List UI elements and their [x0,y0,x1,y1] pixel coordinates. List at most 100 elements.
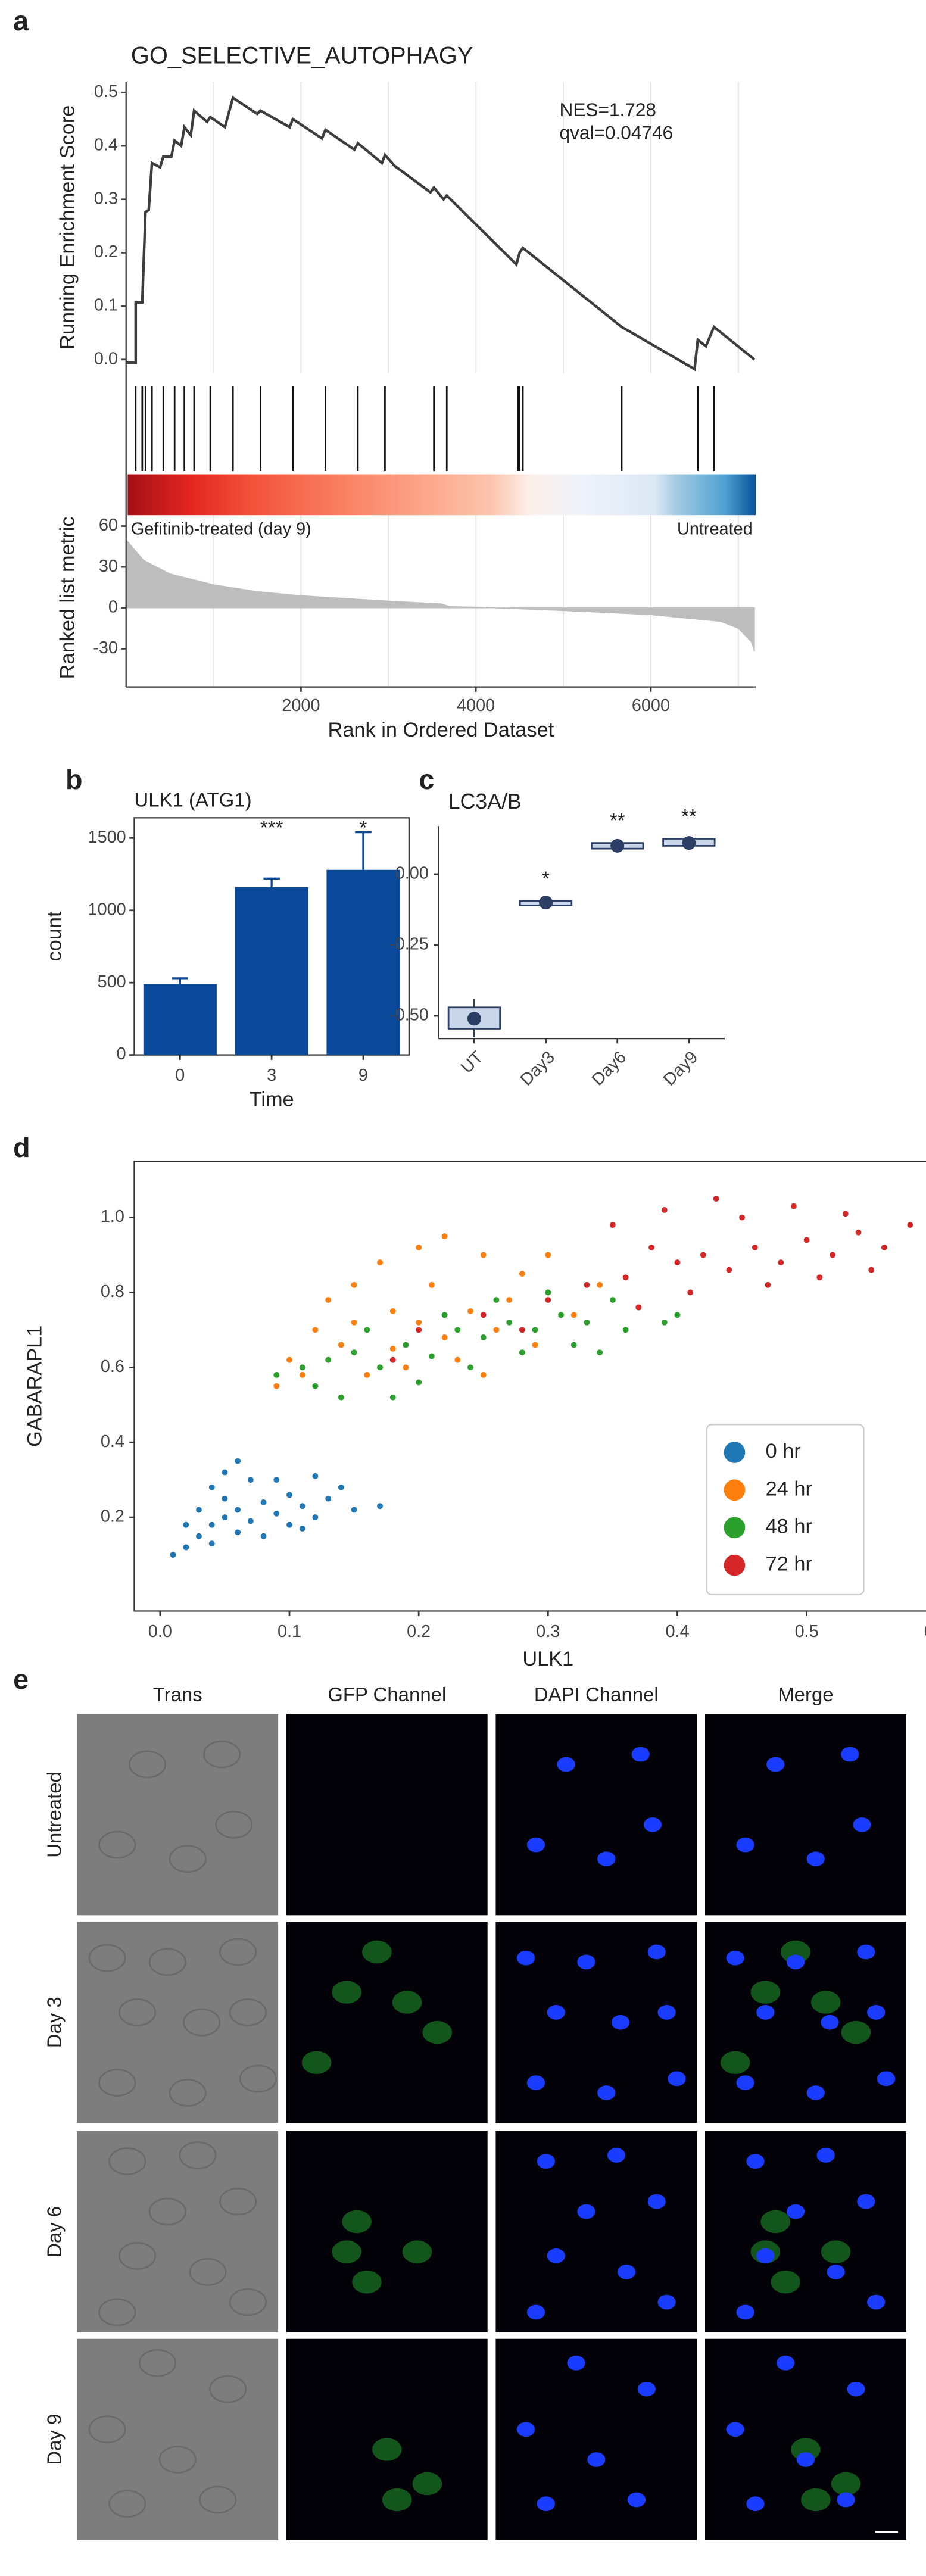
point [480,1334,487,1340]
point [558,1312,564,1318]
y-tick-label: 0.4 [101,1432,124,1451]
point [610,838,625,853]
nucleus [647,1944,666,1960]
legend-label: 0 hr [766,1440,801,1462]
nucleus [637,2381,656,2397]
nucleus [631,1747,650,1762]
point [299,1526,305,1532]
point [584,1319,590,1326]
cell-outline [138,2349,177,2377]
panel-label: a [13,5,29,36]
significance: * [360,816,367,838]
point [235,1529,241,1536]
significance: ** [681,805,697,827]
point [868,1267,875,1273]
y-tick-label: 0.5 [94,82,118,101]
bar [143,984,217,1055]
x-tick-label: 0.0 [148,1622,172,1641]
nucleus [837,2492,855,2508]
cell-outline [108,2147,146,2175]
cell-outline [183,2008,221,2037]
nucleus [643,1817,662,1832]
phenotype-label: Untreated [677,520,753,539]
nucleus [726,2422,744,2437]
nucleus [517,1950,535,1966]
column-header: GFP Channel [328,1683,446,1705]
point [222,1469,228,1476]
nucleus [587,2452,606,2467]
nucleus [756,2005,775,2020]
cell-outline [215,1810,253,1839]
point [480,1252,487,1258]
ranked-metric-area [126,538,755,652]
gfp-signal [372,2438,402,2461]
nucleus [816,2148,835,2163]
nucleus [567,2355,585,2371]
point [208,1521,215,1528]
point [648,1244,654,1250]
point [570,1342,577,1348]
cell-outline [189,2258,227,2286]
point [428,1353,435,1359]
point [403,1364,409,1371]
gfp-signal [821,2240,851,2263]
point [235,1458,241,1464]
nucleus [806,2085,825,2100]
point [532,1327,538,1333]
point [454,1356,461,1363]
point [584,1281,590,1288]
point [682,836,696,850]
point [752,1244,758,1250]
point [299,1371,305,1378]
point [222,1514,228,1521]
y-tick-label: 30 [99,557,118,576]
y-tick-label: 0.8 [101,1282,124,1301]
cell-outline [119,2242,157,2270]
nucleus [867,2005,886,2020]
point [208,1484,215,1490]
point [273,1383,280,1389]
x-tick-label: 0.4 [665,1622,689,1641]
panel-label: e [13,1664,29,1695]
micrograph [286,2131,488,2332]
legend-swatch [724,1479,746,1501]
point [312,1327,319,1333]
enrichment-line [126,95,756,372]
nucleus [726,1950,744,1966]
gfp-signal [402,2240,432,2263]
point [183,1544,189,1551]
panel-label: c [419,764,434,795]
nucleus [746,2496,765,2512]
x-tick-label: 0.1 [278,1622,301,1641]
point [545,1252,551,1258]
nucleus [547,2248,565,2263]
gfp-signal [332,2240,361,2263]
point [622,1327,629,1333]
nucleus [597,1851,616,1867]
gfp-signal [362,1940,392,1964]
legend-label: 72 hr [766,1553,812,1576]
point [389,1394,396,1401]
point [389,1345,396,1352]
x-tick-label: Day6 [588,1047,630,1089]
point [364,1327,370,1333]
legend-swatch [724,1517,746,1539]
legend-swatch [724,1554,746,1576]
point [286,1492,292,1498]
column-header: Trans [153,1683,202,1705]
y-tick-label: 1500 [88,828,126,847]
nucleus [877,2071,896,2087]
gfp-signal [422,2020,452,2044]
nucleus [806,1851,825,1867]
nucleus [847,2381,865,2397]
point [299,1503,305,1510]
cell-outline [119,1998,157,2026]
x-tick-label: 0.3 [536,1622,560,1641]
legend-label: 24 hr [766,1477,812,1500]
point [286,1356,292,1363]
nucleus [821,2014,839,2030]
point [247,1518,254,1524]
row-label: Day 9 [43,2414,65,2465]
y-axis-label: Ranked list metric [57,517,79,679]
